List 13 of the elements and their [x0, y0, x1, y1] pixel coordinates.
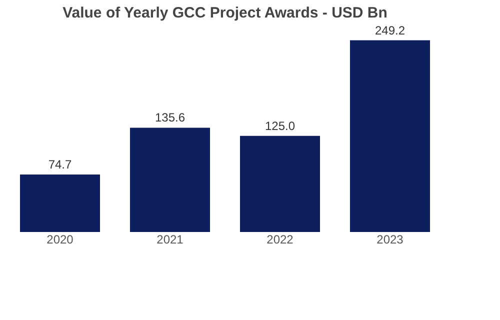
x-tick-label: 2023 — [376, 232, 404, 246]
x-tick-label: 2020 — [46, 232, 74, 246]
x-tick-label: 2022 — [266, 232, 294, 246]
data-label: 74.7 — [48, 158, 72, 172]
data-label: 125.0 — [264, 118, 296, 133]
data-label: 135.6 — [154, 110, 186, 125]
bar — [20, 174, 100, 232]
chart-title: Value of Yearly GCC Project Awards - USD Bn — [62, 4, 388, 22]
bar — [130, 128, 210, 232]
x-tick-label: 2021 — [156, 232, 184, 246]
bar — [350, 40, 430, 232]
data-label: 249.2 — [374, 23, 406, 38]
bar — [240, 136, 320, 232]
